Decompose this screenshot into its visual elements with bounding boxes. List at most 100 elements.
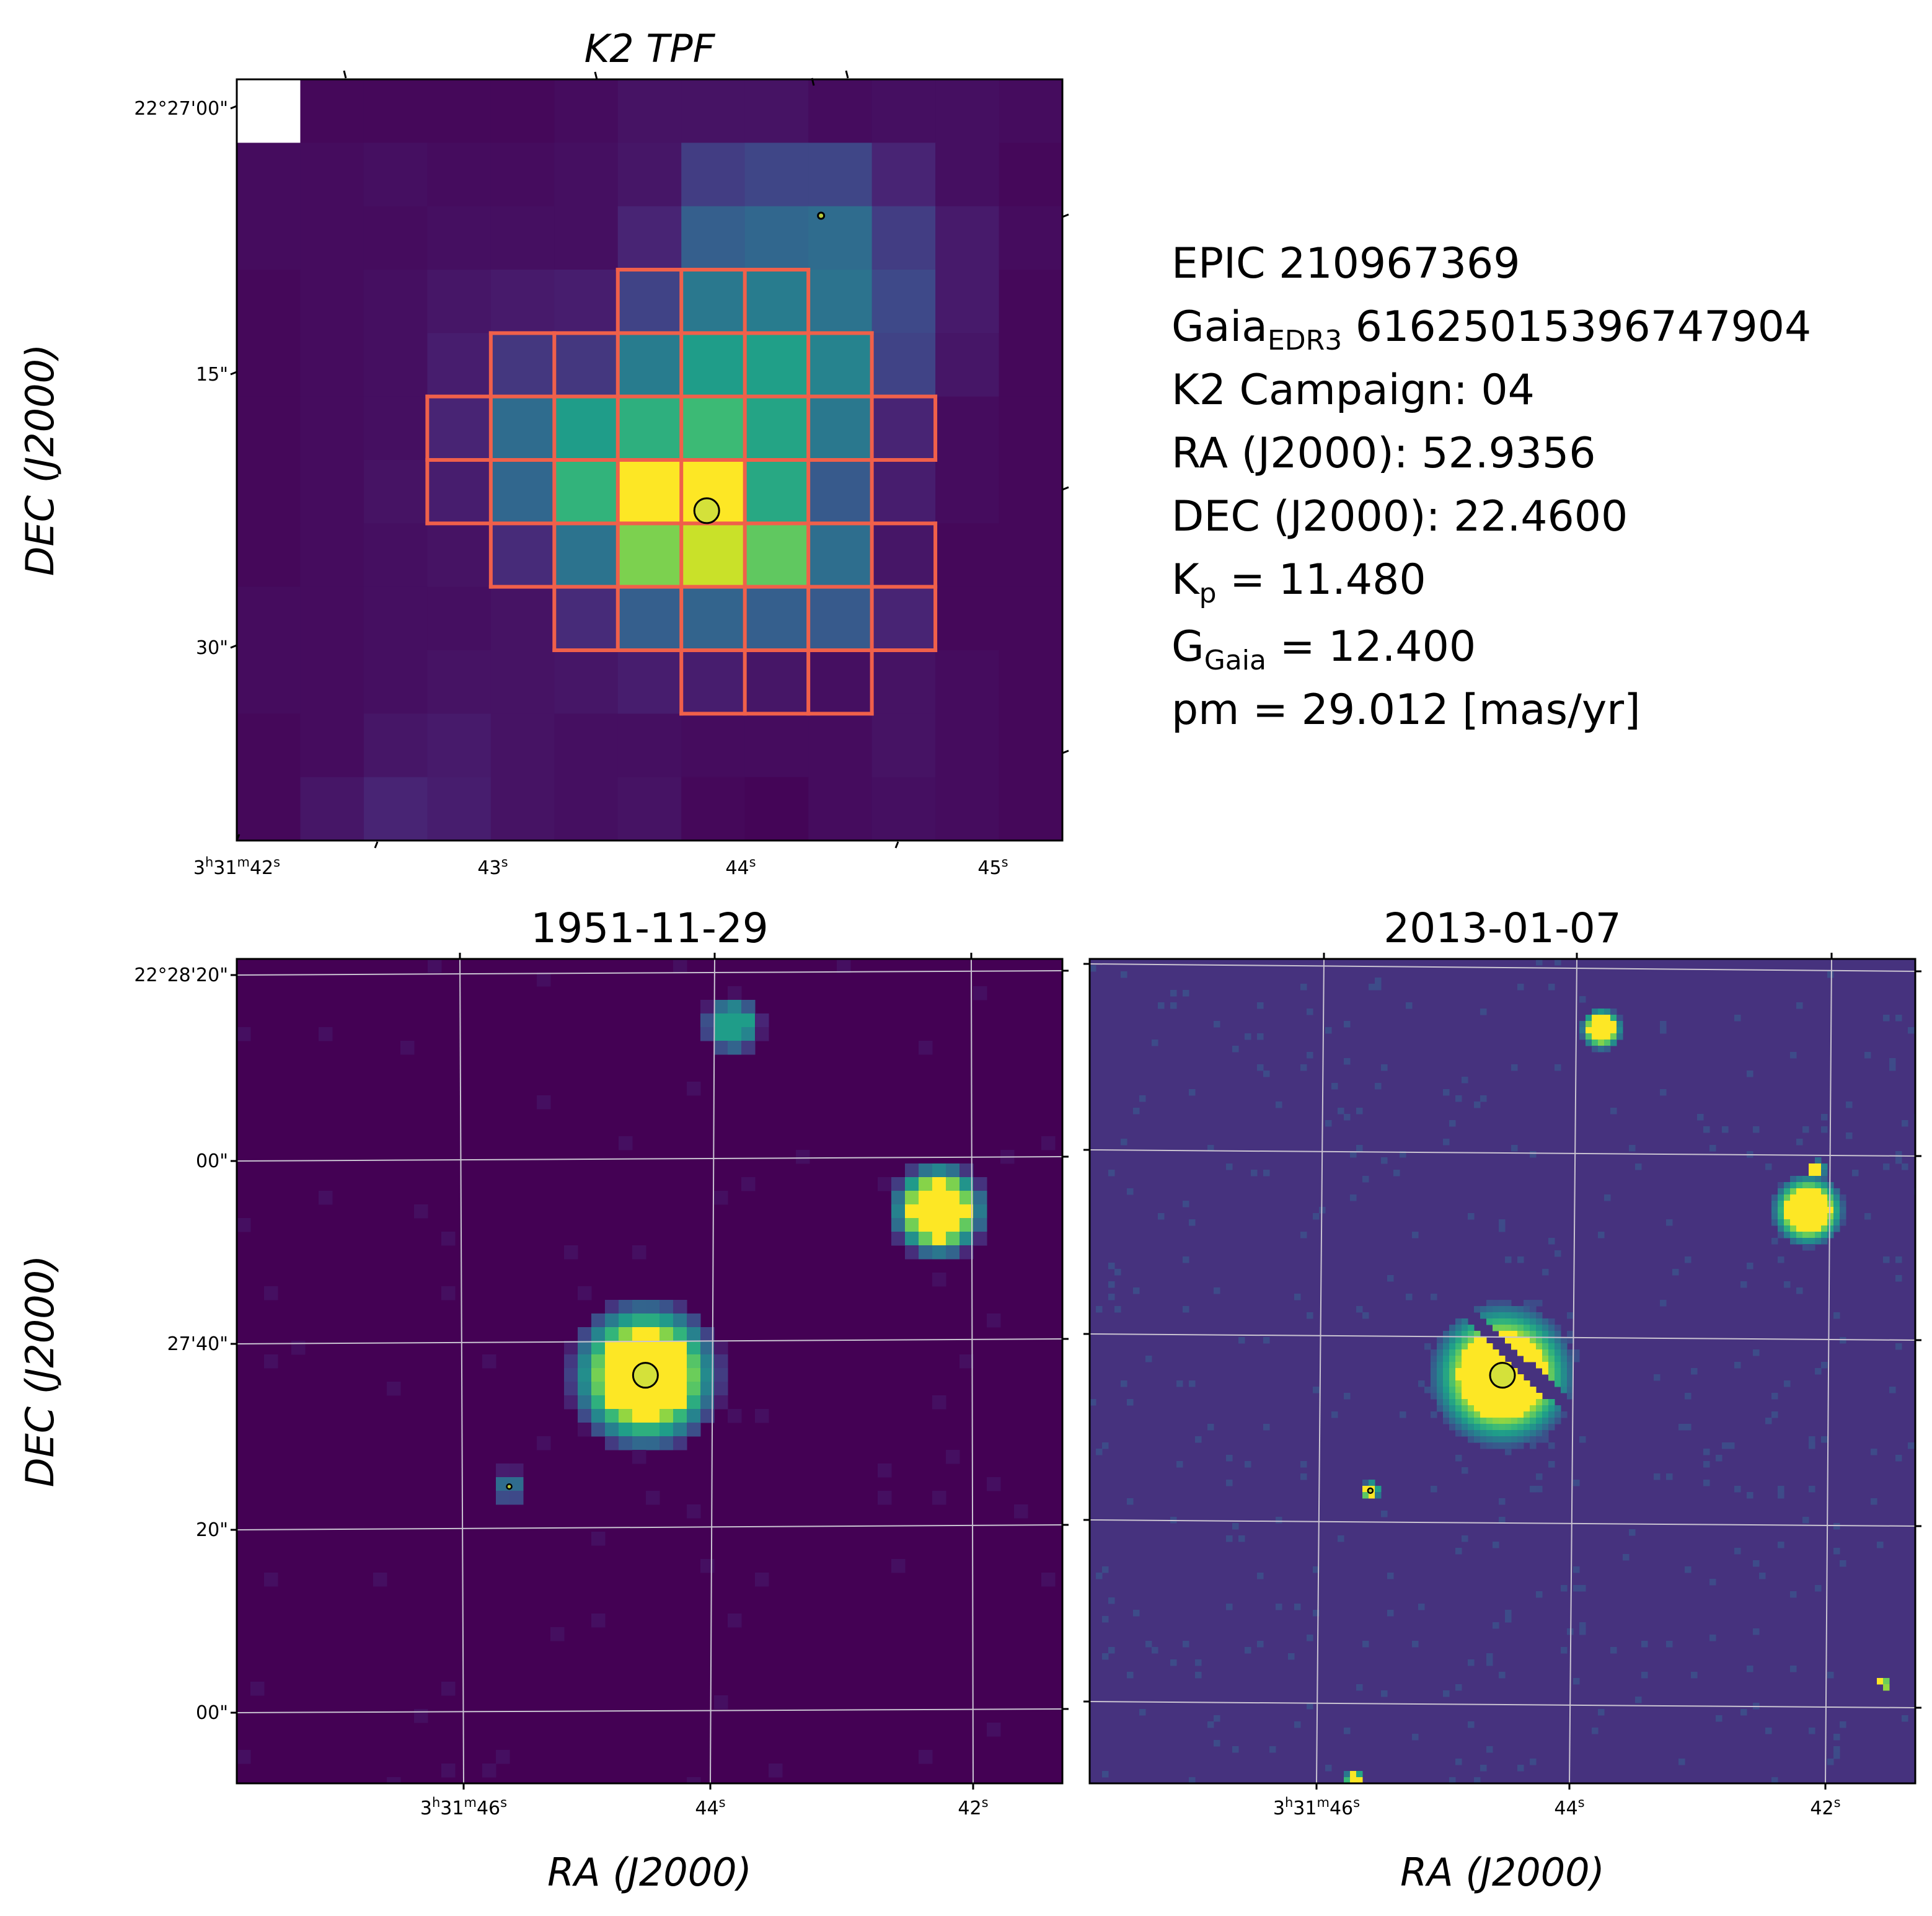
sky-pixel (1499, 1418, 1506, 1424)
sky-pixel (1511, 1387, 1518, 1393)
sky-pixel (1493, 1411, 1499, 1418)
tpf-pixel (237, 523, 301, 588)
gaia-id: GaiaEDR3 61625015396747904 (1171, 302, 1811, 356)
sky-pixel (919, 1041, 933, 1055)
sky-pixel (1846, 1101, 1853, 1108)
tpf-pixel (490, 777, 555, 841)
sky-pixel (1474, 1399, 1481, 1406)
sky-pixel (1183, 1201, 1189, 1207)
sky-pixel (1629, 1529, 1636, 1536)
tpf-pixel (681, 650, 746, 714)
ra-tick-h-unit: h (1285, 1795, 1293, 1810)
sky-pixel (1716, 1715, 1722, 1722)
tpf-pixel (554, 143, 619, 207)
sky-pixel (1740, 1281, 1747, 1288)
sky-pixel (1102, 1771, 1109, 1778)
ra-tick-s-unit: s (500, 1795, 507, 1810)
sky-pixel (1511, 1064, 1518, 1071)
sky-pixel (878, 1491, 892, 1505)
tpf-pixel (237, 143, 301, 207)
sky-pixel (1443, 1337, 1450, 1344)
sky-pixel (1827, 1213, 1834, 1220)
sky-pixel (1474, 1380, 1481, 1387)
sky-pixel (564, 1368, 578, 1382)
dec-tick-label: 30" (196, 637, 228, 659)
ra-tick-seconds: 46 (1330, 1798, 1353, 1819)
dec-grid-line (1090, 1701, 1915, 1708)
sky-pixel (728, 1041, 742, 1055)
sky-pixel (1815, 1225, 1822, 1232)
sky-pixel (1709, 1145, 1716, 1152)
sky-pixel (1499, 1325, 1506, 1331)
sky-pixel (1833, 1225, 1840, 1232)
sky-pixel (1480, 1368, 1487, 1375)
sky-pixel (1840, 1560, 1846, 1567)
sky-pixel (891, 1232, 906, 1246)
sky-pixel (1827, 1759, 1834, 1765)
sky-pixel (1511, 1418, 1518, 1424)
tpf-pixel (490, 523, 555, 588)
sky-pixel (1189, 1089, 1196, 1096)
sky-pixel (1617, 1015, 1623, 1022)
sky-pixel (1294, 1721, 1301, 1728)
sky-pixel (1517, 1374, 1524, 1381)
sky-pixel (1195, 1436, 1202, 1443)
sky-pixel (1778, 1207, 1784, 1214)
sky-pixel (1455, 1362, 1462, 1369)
sky-pixel (700, 1395, 715, 1410)
sky-pixel (1263, 1337, 1270, 1344)
gaia-number: 61625015396747904 (1342, 302, 1811, 351)
sky-pixel (1672, 1269, 1679, 1276)
sky-pixel (1505, 1449, 1512, 1455)
sky-pixel (1369, 1480, 1375, 1486)
tpf-pixel (490, 586, 555, 651)
ra-tick-s-unit: s (982, 1795, 989, 1810)
sky-pixel (1542, 1318, 1549, 1325)
sky-pixel (1815, 1213, 1822, 1220)
sky-pixel (1505, 1256, 1512, 1263)
sky-pixel (932, 1218, 946, 1232)
sky-pixel (537, 1436, 551, 1450)
sky-pixel (1821, 1201, 1828, 1207)
sky-pixel (919, 1204, 933, 1219)
sky-pixel (1815, 1157, 1822, 1164)
sky-pixel (1790, 1207, 1797, 1214)
sky-pixel (1480, 1405, 1487, 1412)
dec-tick (1062, 486, 1069, 491)
sky-pixel (1499, 1405, 1506, 1412)
sky-pixel (1443, 1343, 1450, 1350)
sky-pixel (605, 1300, 619, 1314)
sky-pixel (1412, 1232, 1419, 1238)
sky-pixel (1443, 1089, 1450, 1096)
sky-pixel (1530, 1405, 1537, 1412)
sky-pixel (591, 1382, 606, 1396)
sky-pixel (1784, 1201, 1791, 1207)
sky-pixel (1883, 1163, 1890, 1170)
sky-pixel (1437, 1387, 1444, 1393)
sky-pixel (932, 1395, 946, 1410)
sky-pixel (973, 1191, 987, 1205)
sky-pixel (932, 1204, 946, 1219)
sky-pixel (1827, 1672, 1834, 1679)
sky-pixel (1499, 1517, 1506, 1524)
sky-pixel (1809, 1176, 1815, 1183)
sky-pixel (1815, 1194, 1822, 1201)
sky-pixel (714, 1368, 728, 1382)
sky-pixel (700, 1354, 715, 1369)
sky-pixel (1561, 1368, 1568, 1375)
ra-tick-seconds: 42 (1810, 1798, 1833, 1819)
sky-pixel (1300, 984, 1307, 991)
sky-pixel (1511, 1145, 1518, 1152)
sky-pixel (1121, 1139, 1127, 1146)
sky-pixel (1437, 1405, 1444, 1412)
sky-pixel (1542, 1349, 1549, 1356)
sky-pixel (1561, 1647, 1568, 1654)
sky-pixel (1809, 1188, 1815, 1195)
sky-pixel (1443, 1356, 1450, 1362)
tpf-pixel (935, 777, 1000, 841)
sky-pixel (1796, 1207, 1803, 1214)
sky-pixel (959, 1177, 974, 1191)
sky-pixel (1821, 1213, 1828, 1220)
sky-pixel (769, 1764, 783, 1778)
sky-pixel (1449, 1411, 1456, 1418)
